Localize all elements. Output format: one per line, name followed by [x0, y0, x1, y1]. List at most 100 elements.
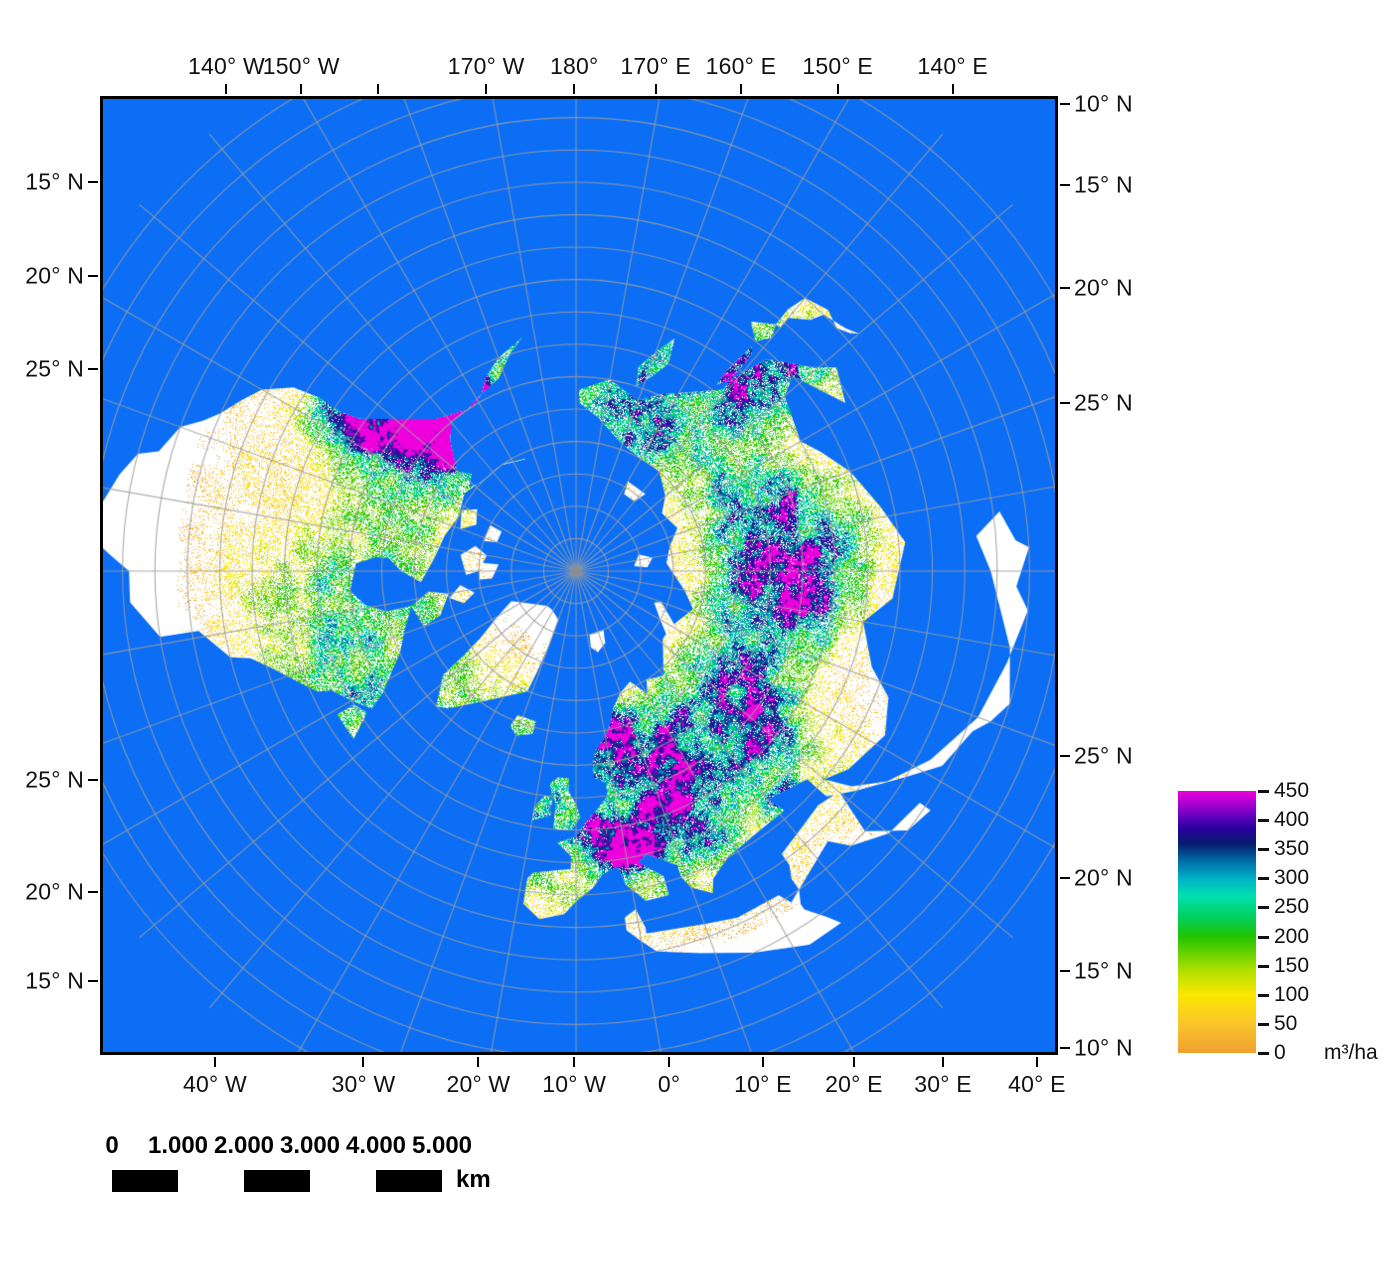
- tick-left-5: [88, 980, 98, 983]
- colorbar-gradient: [1178, 791, 1256, 1053]
- scale-bar-segment-3: [310, 1170, 376, 1192]
- axis-label-bottom-2: 20° W: [446, 1071, 511, 1097]
- scale-bar-segment-2: [244, 1170, 310, 1192]
- colorbar-tick-mark-300: [1258, 877, 1269, 881]
- tick-bottom-1: [362, 1057, 365, 1067]
- axis-label-left-1: 20° N: [25, 262, 84, 289]
- axis-label-right-5: 20° N: [1074, 864, 1133, 891]
- tick-bottom-7: [942, 1057, 945, 1067]
- tick-right-3: [1060, 401, 1070, 404]
- colorbar-tick-label-100: 100: [1274, 982, 1310, 1006]
- scale-bar-label-2: 2.000: [213, 1132, 275, 1159]
- scale-bar-label-0: 0: [105, 1132, 119, 1159]
- colorbar-unit-label: m³/ha: [1324, 1041, 1378, 1064]
- tick-right-0: [1060, 102, 1070, 105]
- tick-top-6: [739, 84, 742, 94]
- axis-label-bottom-7: 30° E: [914, 1071, 972, 1097]
- axis-label-bottom-4: 0°: [657, 1071, 681, 1097]
- colorbar-tick-mark-0: [1258, 1052, 1269, 1055]
- tick-top-5: [654, 84, 657, 94]
- tick-right-5: [1060, 876, 1070, 879]
- axis-label-bottom-1: 30° W: [331, 1071, 396, 1097]
- axis-label-top-8: 140° E: [917, 53, 988, 79]
- colorbar-tick-mark-150: [1258, 964, 1269, 968]
- colorbar-tick-mark-350: [1258, 848, 1269, 852]
- axis-label-bottom-5: 10° E: [734, 1071, 792, 1097]
- tick-top-4: [573, 84, 576, 94]
- axis-label-left-2: 25° N: [25, 355, 84, 382]
- scale-bar-segment-0: [112, 1170, 178, 1192]
- axis-label-top-4: 180°: [550, 53, 599, 79]
- colorbar-tick-label-150: 150: [1274, 953, 1310, 977]
- tick-right-2: [1060, 286, 1070, 289]
- tick-top-3: [485, 84, 488, 94]
- tick-top-1: [300, 84, 303, 94]
- tick-bottom-2: [477, 1057, 480, 1067]
- axis-label-right-6: 15° N: [1074, 957, 1133, 984]
- axis-label-right-7: 10° N: [1074, 1034, 1133, 1061]
- axis-label-top-1: 150° W: [262, 53, 340, 79]
- axis-label-top-5: 170° E: [620, 53, 691, 79]
- axis-label-right-4: 25° N: [1074, 742, 1133, 769]
- axis-label-top-3: 170° W: [447, 53, 525, 79]
- tick-bottom-8: [1035, 1057, 1038, 1067]
- tick-left-3: [88, 778, 98, 781]
- axis-label-left-3: 25° N: [25, 766, 84, 793]
- tick-bottom-6: [852, 1057, 855, 1067]
- growing-stock-volume-raster: [103, 99, 1055, 1052]
- scale-bar-label-1: 1.000: [147, 1132, 209, 1159]
- axis-label-bottom-3: 10° W: [542, 1071, 607, 1097]
- axis-label-right-2: 20° N: [1074, 274, 1133, 301]
- colorbar-tick-mark-250: [1258, 906, 1269, 910]
- tick-bottom-3: [573, 1057, 576, 1067]
- axis-label-right-1: 15° N: [1074, 171, 1133, 198]
- colorbar-tick-mark-200: [1258, 935, 1269, 939]
- axis-label-right-3: 25° N: [1074, 389, 1133, 416]
- scale-bar-track: [112, 1170, 442, 1192]
- map-canvas-frame[interactable]: [100, 96, 1058, 1055]
- tick-top-8: [951, 84, 954, 94]
- colorbar-tick-label-300: 300: [1274, 866, 1310, 890]
- colorbar-tick-mark-50: [1258, 1022, 1269, 1026]
- tick-top-0: [225, 84, 228, 94]
- tick-right-6: [1060, 969, 1070, 972]
- tick-bottom-4: [668, 1057, 671, 1067]
- tick-left-2: [88, 368, 98, 371]
- axis-label-right-0: 10° N: [1074, 90, 1133, 117]
- axis-label-bottom-8: 40° E: [1008, 1071, 1066, 1097]
- axis-label-bottom-6: 20° E: [825, 1071, 883, 1097]
- tick-left-0: [88, 181, 98, 184]
- axis-label-left-0: 15° N: [25, 168, 84, 195]
- tick-top-7: [836, 84, 839, 94]
- colorbar-tick-mark-450: [1258, 790, 1269, 793]
- colorbar-tick-mark-400: [1258, 819, 1269, 823]
- colorbar-tick-label-450: 450: [1274, 779, 1310, 802]
- axis-label-left-4: 20° N: [25, 878, 84, 905]
- scale-bar-segment-4: [376, 1170, 442, 1192]
- tick-right-4: [1060, 754, 1070, 757]
- scale-bar-label-4: 4.000: [345, 1132, 407, 1159]
- axis-label-left-5: 15° N: [25, 967, 84, 994]
- tick-right-1: [1060, 184, 1070, 187]
- tick-left-4: [88, 890, 98, 893]
- scale-bar-label-3: 3.000: [279, 1132, 341, 1159]
- colorbar-tick-label-0: 0: [1274, 1041, 1286, 1064]
- tick-left-1: [88, 275, 98, 278]
- tick-bottom-5: [761, 1057, 764, 1067]
- axis-label-bottom-0: 40° W: [183, 1071, 247, 1097]
- scale-bar-unit-label: km: [456, 1166, 491, 1193]
- colorbar-tick-label-200: 200: [1274, 924, 1310, 948]
- colorbar-tick-label-400: 400: [1274, 808, 1310, 832]
- scale-bar-label-5: 5.000: [411, 1132, 473, 1159]
- scale-bar-segment-1: [178, 1170, 244, 1192]
- axis-label-top-6: 160° E: [705, 53, 777, 79]
- colorbar-tick-label-50: 50: [1274, 1011, 1298, 1035]
- axis-label-top-0: 140° W: [188, 53, 265, 79]
- tick-right-7: [1060, 1047, 1070, 1050]
- colorbar-tick-mark-100: [1258, 993, 1269, 997]
- colorbar-tick-label-250: 250: [1274, 895, 1310, 919]
- axis-label-top-7: 150° E: [802, 53, 873, 79]
- tick-bottom-0: [213, 1057, 216, 1067]
- colorbar-tick-label-350: 350: [1274, 837, 1310, 861]
- tick-top-2: [376, 84, 379, 94]
